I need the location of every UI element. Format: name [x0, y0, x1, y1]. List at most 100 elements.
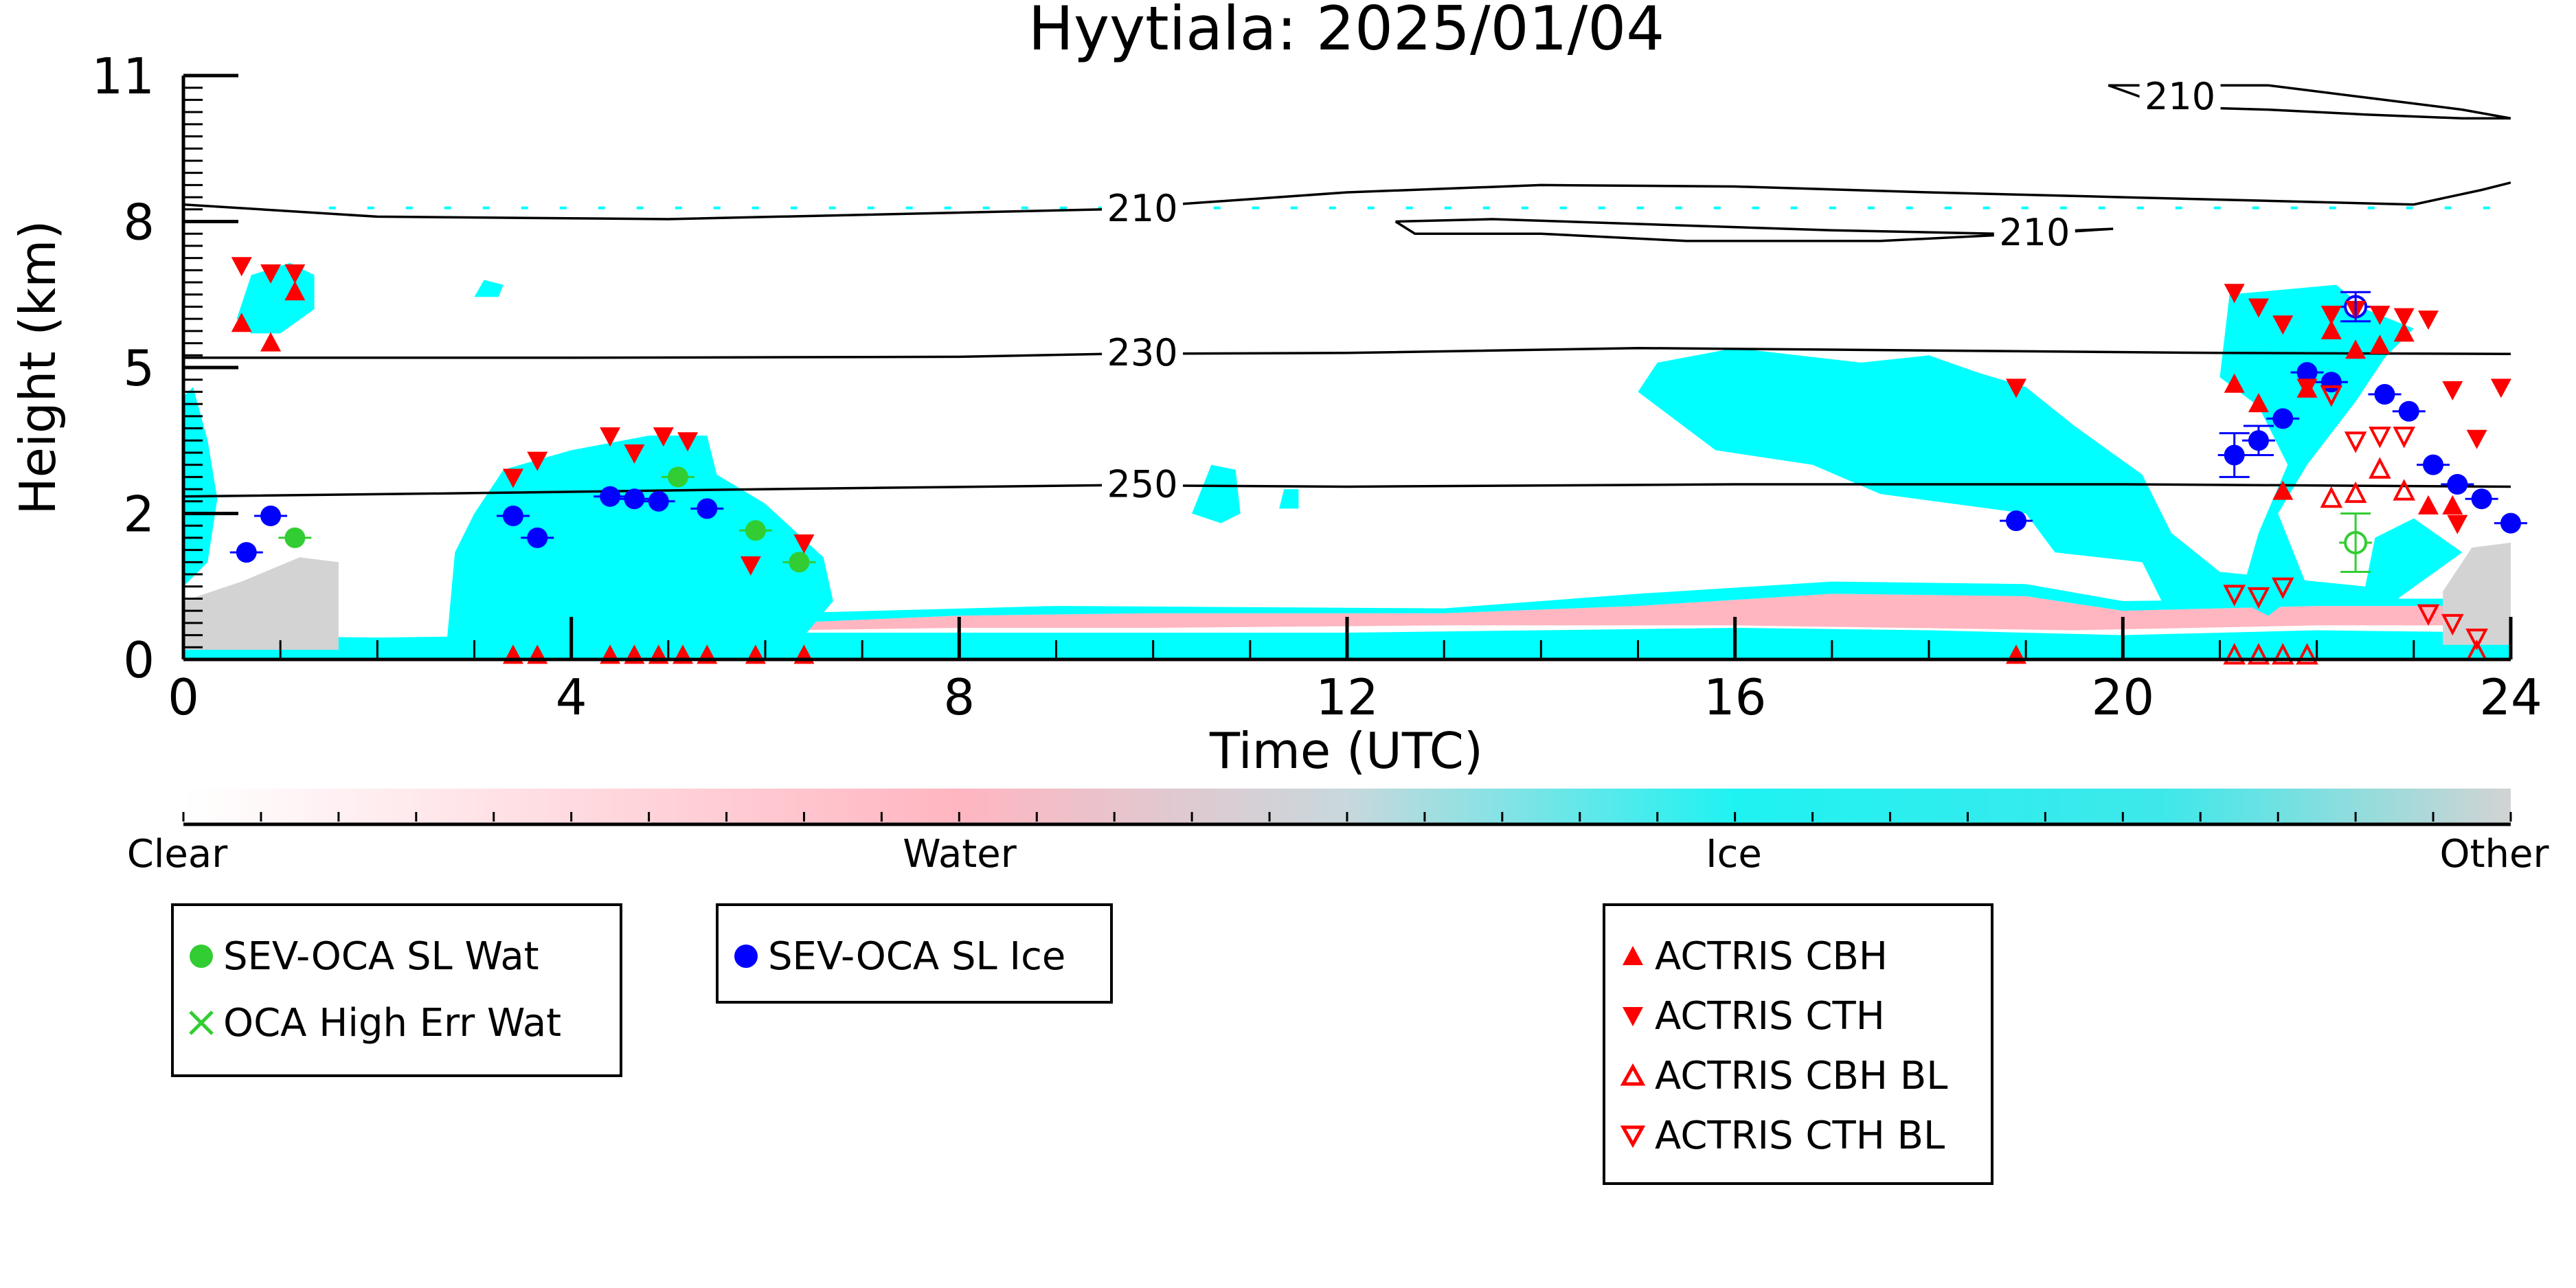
sev-oca-sl-ice-point	[648, 490, 669, 512]
legend-entry: ACTRIS CTH	[1618, 993, 1885, 1039]
x-axis-label: Time (UTC)	[1209, 722, 1483, 780]
actris-cth-point	[502, 468, 523, 488]
legend-actris: ACTRIS CBH ACTRIS CTH ACTRIS CBH BL ACTR…	[1603, 903, 1993, 1185]
contour-label-bg	[1102, 467, 1184, 502]
actris-cbh-bl-point	[2247, 642, 2270, 665]
legend-label: ACTRIS CBH	[1655, 934, 1888, 979]
contour-line	[1394, 218, 2114, 242]
actris-cbh-point	[231, 313, 252, 332]
ice-block-afternoon	[1638, 348, 2463, 601]
actris-cth-point	[793, 534, 815, 554]
actris-cth-point	[2369, 306, 2391, 326]
contour-label-bg	[1102, 336, 1184, 371]
actris-cth-bl-point	[2441, 613, 2464, 636]
sev-oca-sl-ice-point	[600, 486, 621, 507]
open-down-triangle-icon	[1620, 1125, 1646, 1149]
legend-entry: ACTRIS CTH BL	[1618, 1113, 1945, 1158]
water-layer	[784, 594, 2511, 631]
x-tick-label: 12	[1315, 668, 1379, 726]
actris-cbh-point	[2393, 322, 2415, 342]
actris-cth-point	[2296, 379, 2318, 398]
sev-oca-sl-wat-point	[745, 520, 766, 541]
legend-label: ACTRIS CTH BL	[1655, 1113, 1945, 1158]
x-tick-label: 20	[2092, 668, 2155, 726]
actris-cth-bl-point	[2369, 427, 2391, 449]
colorbar-label: Ice	[1706, 832, 1762, 877]
contour-label: 210	[1107, 187, 1178, 230]
contour-label-bg	[1993, 216, 2075, 251]
x-tick-label: 24	[2479, 668, 2542, 726]
actris-cbh-point	[2320, 319, 2342, 339]
green-circle-icon	[190, 945, 213, 968]
actris-cth-point	[2248, 298, 2269, 318]
actris-cbh-bl-point	[2271, 642, 2294, 665]
colorbar-label: Other	[2439, 832, 2549, 877]
actris-cbh-point	[2224, 373, 2245, 393]
axes: 0 2 5 8 11 0 4 8 12 16 20 24	[91, 47, 2542, 726]
sev-oca-sl-ice-point	[2447, 474, 2468, 495]
legend-entry: OCA High Err Wat	[186, 1000, 562, 1046]
actris-cbh-bl-point	[2223, 642, 2246, 665]
legend-label: OCA High Err Wat	[223, 1000, 562, 1046]
sev-oca-sl-ice-point	[2296, 362, 2318, 383]
sev-oca-sl-ice-point	[697, 498, 718, 519]
classification-field	[183, 206, 2511, 659]
sev-oca-sl-ice-point	[2398, 400, 2419, 422]
actris-cbh-point	[284, 281, 306, 301]
actris-cth-point	[624, 444, 645, 464]
actris-cth-bl-point	[2344, 431, 2367, 453]
x-tick-label: 4	[556, 668, 587, 726]
actris-cth-point	[527, 451, 548, 471]
x-tick-label: 8	[943, 668, 975, 726]
y-tick-label: 0	[123, 631, 155, 689]
sev-oca-sl-ice-point	[2374, 383, 2395, 405]
actris-cth-point	[677, 432, 699, 452]
actris-cth-point	[2320, 306, 2342, 326]
actris-cth-point	[231, 257, 252, 277]
legend-ice: SEV-OCA SL Ice	[716, 903, 1113, 1004]
sev-oca-sl-ice-point	[2423, 454, 2444, 475]
colorbar: Clear Water Ice Other	[127, 789, 2549, 877]
sev-oca-sl-wat-point	[789, 552, 810, 573]
other-region-left	[183, 557, 339, 650]
actris-cbh-bl-point	[2344, 481, 2367, 504]
colorbar-label: Clear	[127, 832, 228, 877]
legend-entry: SEV-OCA SL Ice	[731, 934, 1066, 979]
y-tick-label: 8	[123, 194, 155, 251]
sev-oca-sl-ice-point	[624, 488, 645, 510]
cloud-markers	[229, 257, 2527, 665]
chart-title: Hyytiala: 2025/01/04	[1028, 0, 1664, 64]
actris-cth-point	[2393, 308, 2415, 328]
actris-cth-point	[2006, 379, 2027, 398]
legend-entry: ACTRIS CBH	[1618, 934, 1888, 979]
actris-cbh-point	[260, 332, 282, 352]
actris-cth-bl-point	[2465, 629, 2488, 651]
y-tick-label: 2	[123, 486, 155, 543]
sev-oca-sl-ice-point	[502, 506, 523, 527]
actris-cth-point	[2447, 515, 2468, 534]
sev-oca-sl-ice-point	[2471, 488, 2492, 510]
actris-cth-bl-point	[2223, 585, 2246, 607]
sev-oca-sl-ice-point	[2006, 510, 2027, 532]
x-tick-label: 16	[1704, 668, 1767, 726]
legend-label: ACTRIS CTH	[1655, 993, 1885, 1039]
y-tick-label: 11	[91, 47, 155, 105]
contour-label: 210	[1999, 211, 2070, 254]
sev-oca-sl-ice-point	[236, 542, 257, 563]
ice-patch-1	[1192, 464, 1241, 523]
actris-cth-point	[284, 264, 306, 284]
ice-tower-evening	[2219, 284, 2414, 616]
legend-label: SEV-OCA SL Wat	[223, 934, 539, 979]
legend-label: ACTRIS CBH BL	[1655, 1053, 1948, 1098]
legend-label: SEV-OCA SL Ice	[768, 934, 1066, 979]
sev-oca-sl-wat-point	[284, 527, 306, 548]
ice-patch-3	[474, 280, 504, 297]
actris-cbh-bl-point	[2296, 642, 2318, 665]
actris-cth-bl-point	[2393, 427, 2416, 449]
y-axis-label: Height (km)	[9, 221, 67, 515]
actris-cbh-point	[2272, 480, 2294, 500]
sev-oca-sl-ice-point	[260, 506, 282, 527]
temperature-contours: 250 230 210 210 210	[183, 76, 2511, 506]
actris-cth-point	[653, 427, 674, 447]
sev-oca-sl-ice-point	[527, 527, 548, 548]
